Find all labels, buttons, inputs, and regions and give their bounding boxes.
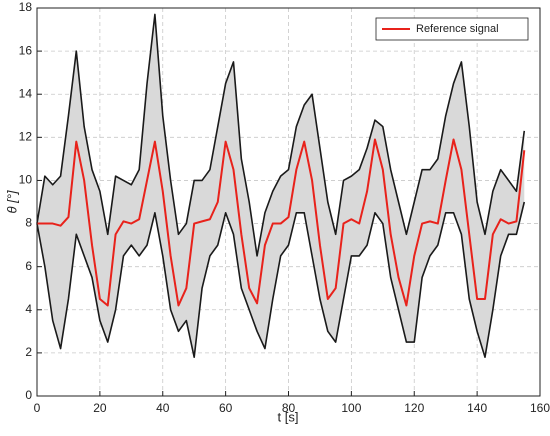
y-tick-label: 18 [19,0,33,14]
x-tick-label: 160 [530,401,550,415]
y-tick-label: 16 [19,43,33,57]
band-fill [37,14,525,358]
y-tick-label: 10 [19,173,33,187]
x-tick-label: 80 [282,401,296,415]
y-tick-label: 0 [25,388,32,402]
x-tick-label: 120 [404,401,424,415]
legend-label: Reference signal [416,23,499,35]
x-tick-label: 40 [156,401,170,415]
x-axis-label: t [s] [278,409,299,424]
y-tick-label: 14 [19,86,33,100]
band-upper [36,13,526,257]
x-tick-label: 20 [93,401,107,415]
y-tick-label: 4 [25,302,32,316]
y-tick-label: 8 [25,216,32,230]
x-tick-label: 0 [34,401,41,415]
plot-frame [36,7,541,397]
x-tick-label: 100 [341,401,361,415]
y-axis-label: θ [°] [4,190,19,213]
band-lower [36,201,526,358]
x-tick-label: 60 [219,401,233,415]
x-tick-label: 140 [467,401,487,415]
y-tick-label: 2 [25,345,32,359]
y-tick-label: 6 [25,259,32,273]
series-line [37,138,526,307]
y-tick-label: 12 [19,130,33,144]
legend-box [375,17,529,41]
